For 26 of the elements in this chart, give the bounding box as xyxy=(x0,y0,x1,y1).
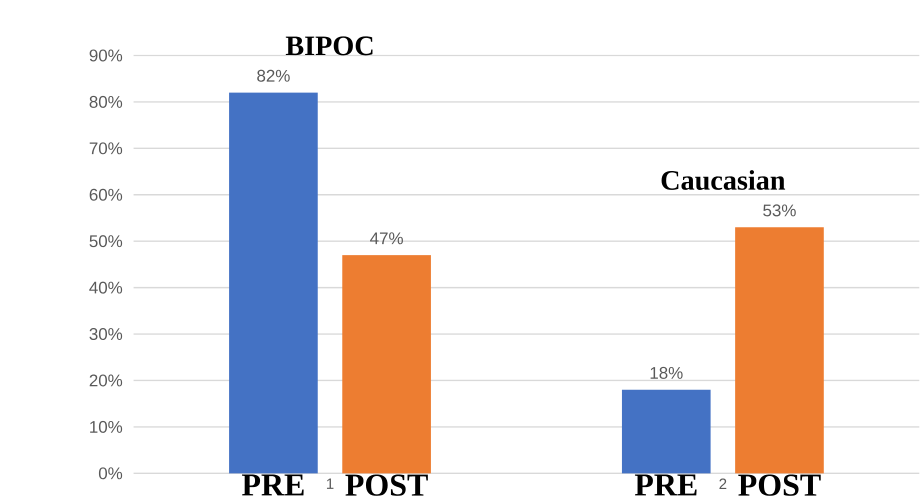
y-tick-label: 0% xyxy=(98,467,122,480)
bar xyxy=(342,255,431,474)
series-label: PRE xyxy=(242,474,304,496)
y-tick-label: 60% xyxy=(90,188,122,201)
data-label: 47% xyxy=(370,232,403,244)
text: BIPOC xyxy=(286,36,373,56)
text: POST xyxy=(738,474,821,496)
data-label: 18% xyxy=(650,366,683,379)
y-tick-label: 80% xyxy=(90,96,122,108)
data-label: 53% xyxy=(763,204,796,216)
bar xyxy=(229,92,318,474)
y-tick-label: 40% xyxy=(89,282,122,294)
y-tick-label: 10% xyxy=(90,420,122,433)
text: PRE xyxy=(634,474,697,496)
series-label: POST xyxy=(345,474,428,496)
y-tick-label: 90% xyxy=(90,50,122,62)
annotation: Caucasian xyxy=(662,170,786,190)
bar xyxy=(622,390,711,474)
x-tick-label: 1 xyxy=(326,478,334,489)
y-tick-label: 30% xyxy=(90,328,122,340)
bar xyxy=(735,227,824,474)
data-label: 82% xyxy=(257,70,290,82)
y-tick-label: 70% xyxy=(90,142,122,154)
y-tick-label: 50% xyxy=(90,235,122,248)
x-tick-label: 2 xyxy=(719,478,726,490)
y-tick-label: 20% xyxy=(90,374,122,386)
